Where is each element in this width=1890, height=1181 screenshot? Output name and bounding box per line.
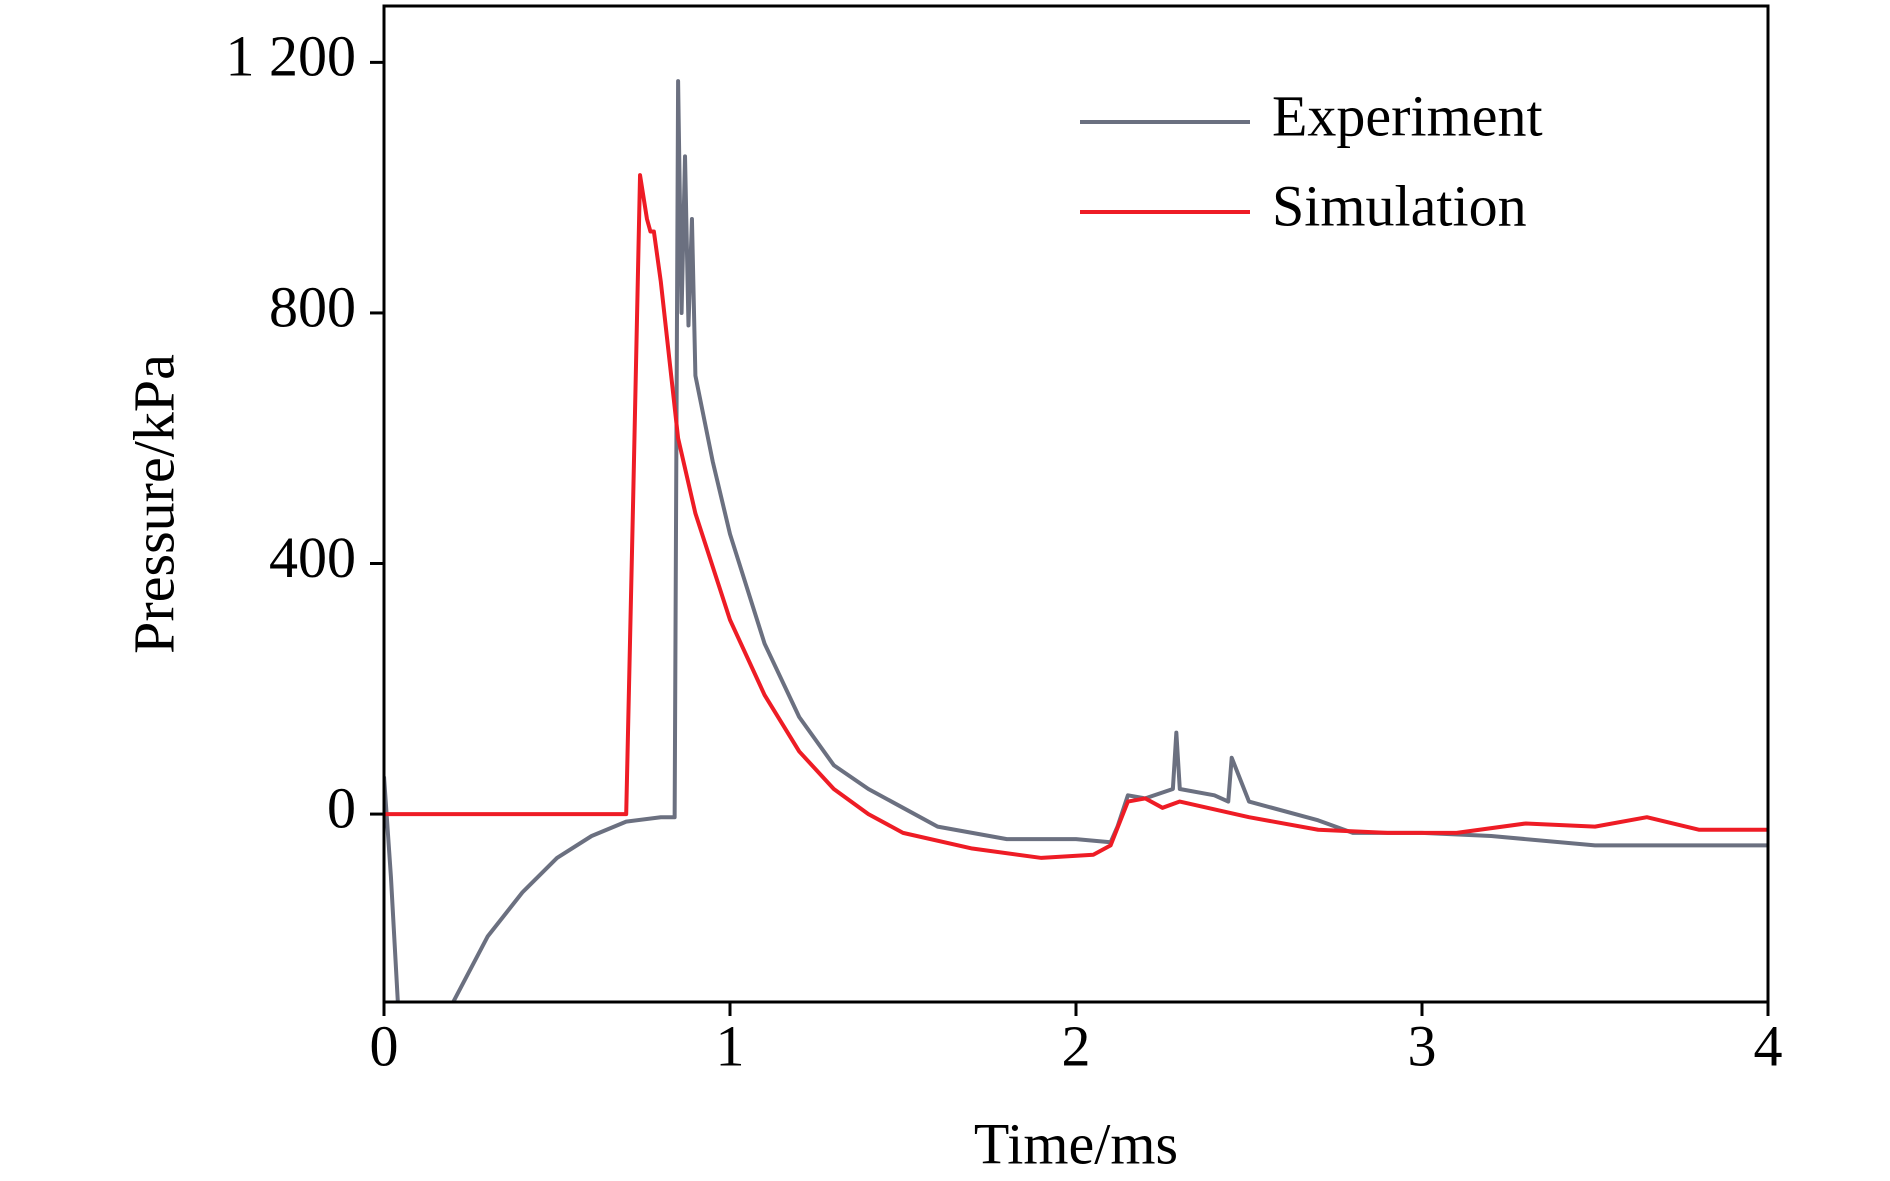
y-tick-label: 0	[327, 775, 356, 840]
plot-frame	[382, 4, 1770, 1004]
x-tick-label: 1	[716, 1013, 745, 1078]
y-axis-label: Pressure/kPa	[121, 354, 186, 654]
x-axis-label: Time/ms	[974, 1111, 1178, 1176]
x-tick-label: 2	[1062, 1013, 1091, 1078]
legend-label: Experiment	[1272, 83, 1543, 148]
plot-area	[384, 79, 1768, 1002]
x-tick-label: 0	[370, 1013, 399, 1078]
x-tick-label: 3	[1408, 1013, 1437, 1078]
y-tick-label: 800	[269, 274, 356, 339]
legend-label: Simulation	[1272, 173, 1527, 238]
y-tick-label: 400	[269, 525, 356, 590]
data-line	[384, 79, 1768, 1002]
x-tick-label: 4	[1754, 1013, 1783, 1078]
data-line	[384, 173, 1768, 860]
y-tick-label: 1 200	[226, 24, 357, 89]
